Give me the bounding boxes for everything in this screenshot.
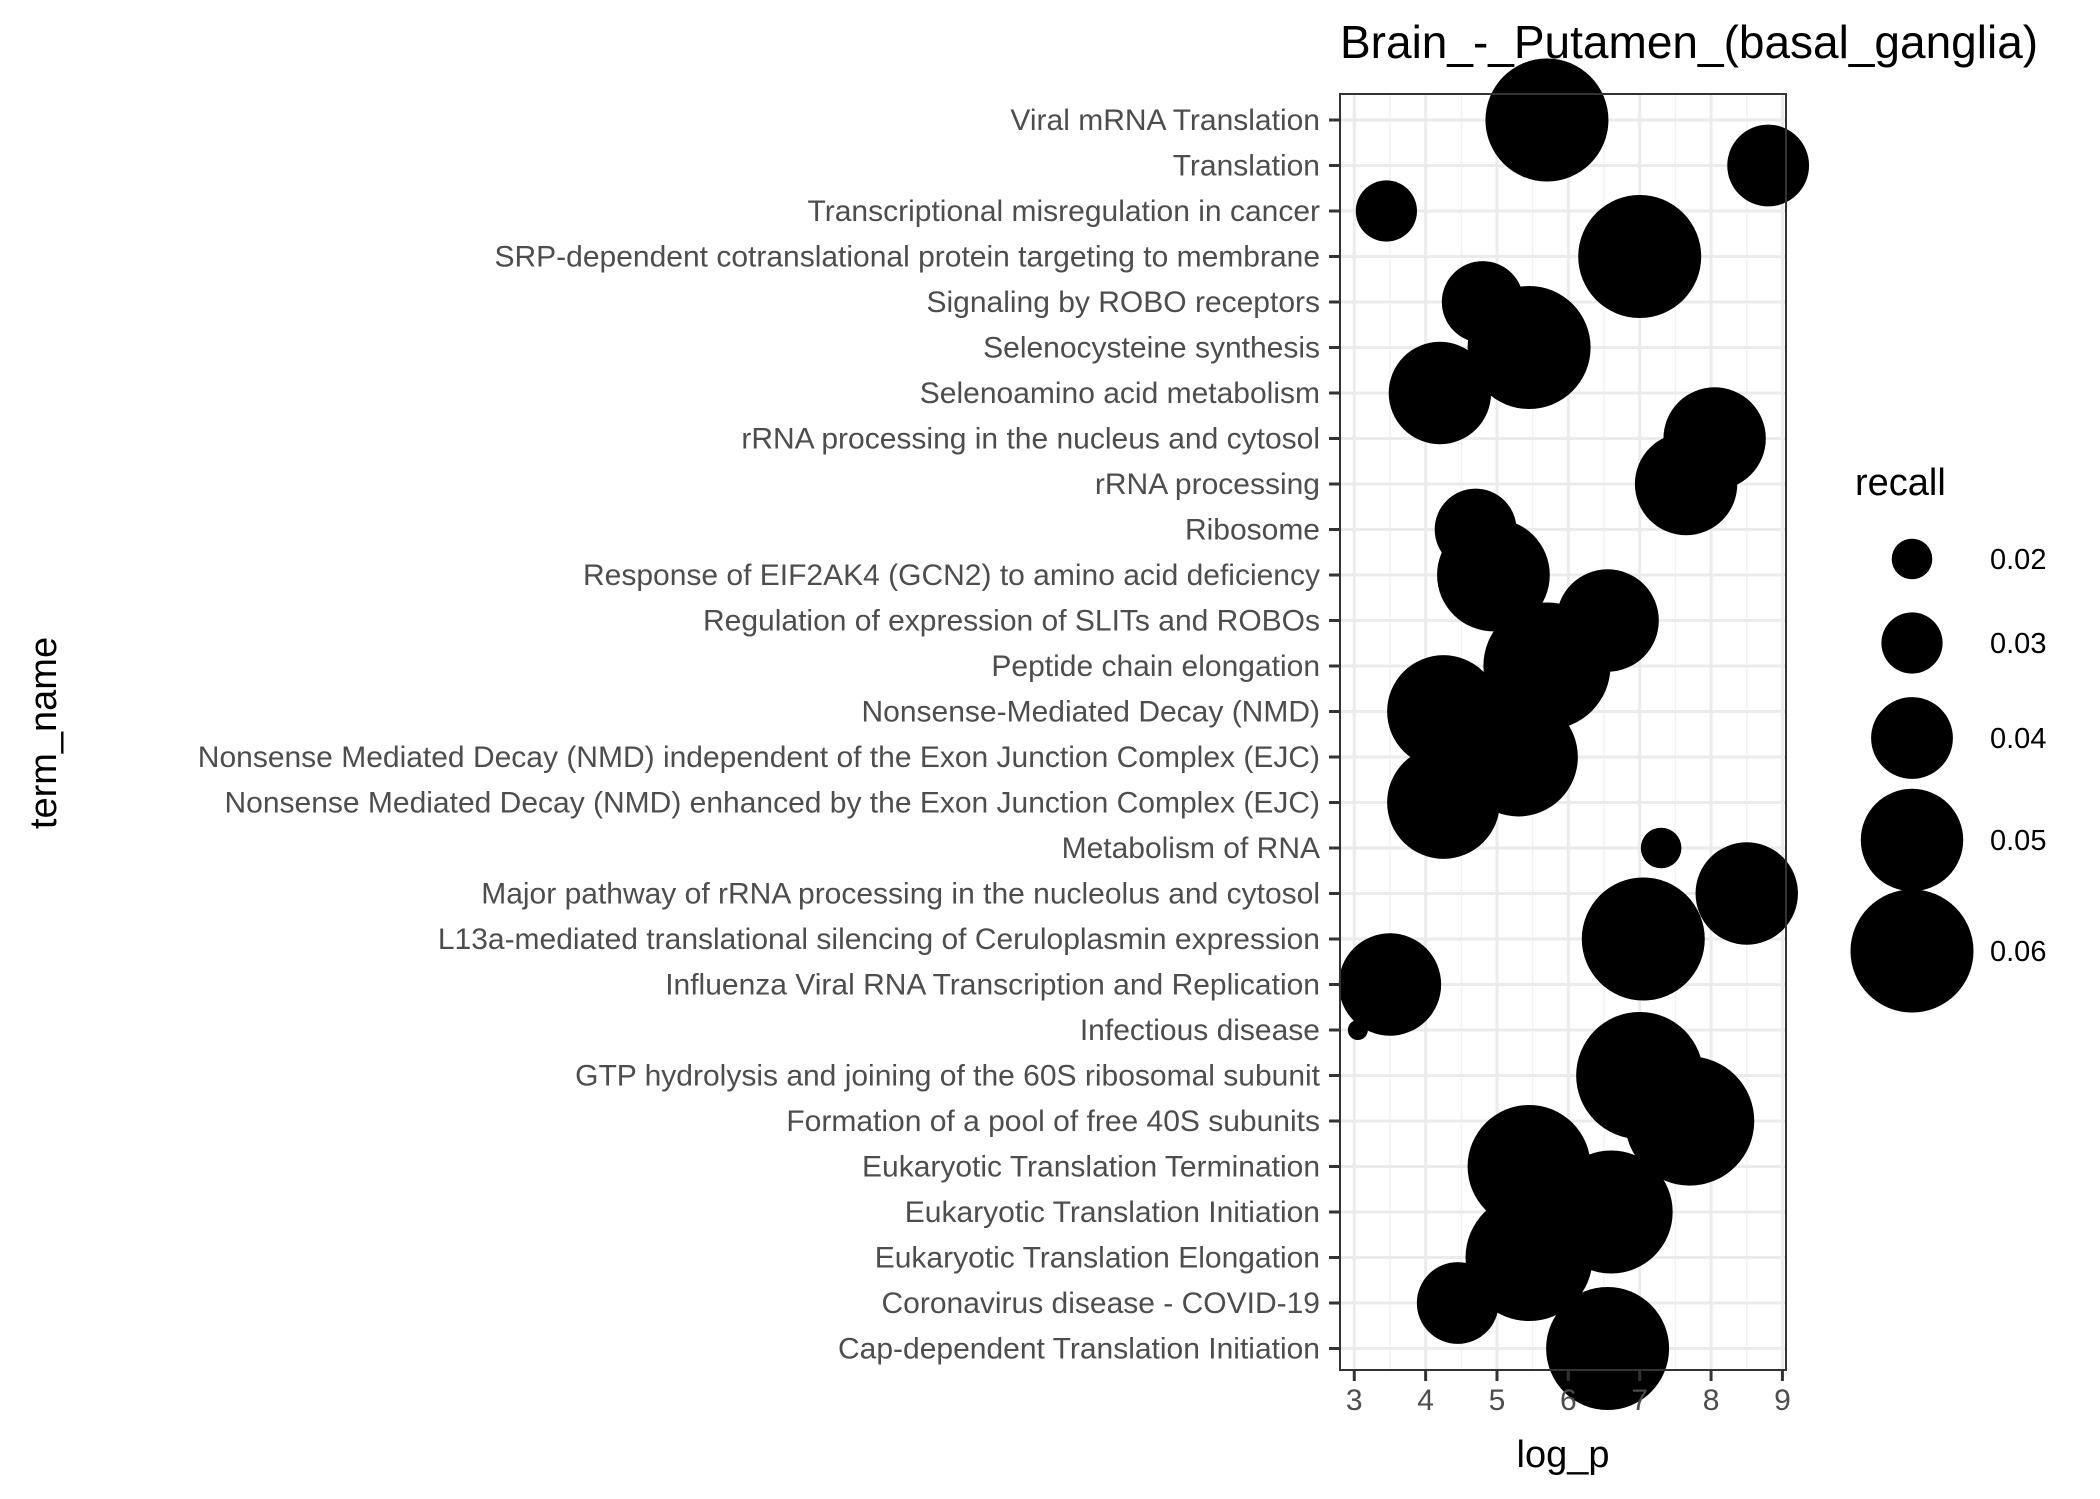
data-point bbox=[1437, 518, 1550, 632]
x-tick-label: 3 bbox=[1346, 1384, 1363, 1417]
data-point bbox=[1640, 827, 1682, 869]
y-tick-label: Selenoamino acid metabolism bbox=[920, 377, 1320, 410]
y-tick-label: Translation bbox=[1173, 150, 1320, 183]
y-tick-label: Viral mRNA Translation bbox=[1010, 104, 1320, 137]
x-axis-title: log_p bbox=[1517, 1434, 1610, 1476]
y-tick-label: Metabolism of RNA bbox=[1062, 832, 1320, 865]
legend-label: 0.03 bbox=[1990, 628, 2046, 660]
x-tick-label: 6 bbox=[1560, 1384, 1577, 1417]
data-point bbox=[1387, 746, 1500, 859]
data-point bbox=[1338, 933, 1442, 1036]
legend-key bbox=[1881, 612, 1943, 674]
y-tick-label: Coronavirus disease - COVID-19 bbox=[881, 1287, 1320, 1320]
y-tick-label: Ribosome bbox=[1185, 514, 1320, 547]
y-tick-label: Major pathway of rRNA processing in the … bbox=[481, 878, 1320, 911]
legend-title: recall bbox=[1855, 462, 1946, 504]
y-tick-label: Nonsense-Mediated Decay (NMD) bbox=[862, 696, 1321, 729]
y-tick-label: L13a-mediated translational silencing of… bbox=[438, 923, 1320, 956]
chart-title: Brain_-_Putamen_(basal_ganglia) bbox=[1340, 16, 2038, 68]
panel-border bbox=[1339, 93, 1787, 1371]
y-tick-label: Eukaryotic Translation Elongation bbox=[875, 1242, 1320, 1275]
legend-key bbox=[1850, 889, 1974, 1013]
legend-key bbox=[1871, 697, 1953, 779]
y-tick-label: Signaling by ROBO receptors bbox=[926, 286, 1320, 319]
data-point bbox=[1625, 1056, 1755, 1186]
y-axis-title: term_name bbox=[23, 637, 65, 829]
data-point bbox=[1581, 877, 1705, 1001]
x-tick-label: 7 bbox=[1631, 1384, 1648, 1417]
y-tick-label: Formation of a pool of free 40S subunits bbox=[786, 1105, 1320, 1138]
data-point bbox=[1388, 341, 1492, 445]
data-points bbox=[1338, 58, 1810, 1410]
y-tick-label: Eukaryotic Translation Termination bbox=[862, 1151, 1320, 1184]
y-axis: Viral mRNA Translation Translation Transcr… bbox=[198, 104, 1340, 1366]
data-point bbox=[1695, 842, 1798, 945]
x-tick-label: 5 bbox=[1489, 1384, 1506, 1417]
data-point bbox=[1416, 1262, 1499, 1344]
y-tick-label: Peptide chain elongation bbox=[991, 650, 1320, 683]
legend-label: 0.02 bbox=[1990, 544, 2046, 576]
y-tick-label: Infectious disease bbox=[1080, 1014, 1320, 1047]
y-tick-label: rRNA processing in the nucleus and cytos… bbox=[741, 423, 1320, 456]
y-tick-label: Nonsense Mediated Decay (NMD) independen… bbox=[198, 741, 1320, 774]
legend-key bbox=[1860, 788, 1964, 892]
y-tick-label: Response of EIF2AK4 (GCN2) to amino acid… bbox=[583, 559, 1320, 592]
x-tick-label: 4 bbox=[1417, 1384, 1434, 1417]
y-tick-label: Cap-dependent Translation Initiation bbox=[838, 1333, 1320, 1366]
data-point bbox=[1355, 180, 1417, 242]
y-tick-label: Influenza Viral RNA Transcription and Re… bbox=[665, 969, 1320, 1002]
data-point bbox=[1347, 1020, 1368, 1040]
y-tick-label: Transcriptional misregulation in cancer bbox=[808, 195, 1320, 228]
x-tick-label: 9 bbox=[1774, 1384, 1791, 1417]
y-tick-label: Regulation of expression of SLITs and RO… bbox=[703, 605, 1320, 638]
y-tick-label: SRP-dependent cotranslational protein ta… bbox=[495, 241, 1321, 274]
y-tick-label: Eukaryotic Translation Initiation bbox=[905, 1196, 1320, 1229]
data-point bbox=[1578, 195, 1702, 318]
data-point bbox=[1467, 286, 1591, 409]
x-tick-label: 8 bbox=[1703, 1384, 1720, 1417]
legend: recall 0.02 0.03 0.04 0.05 0.06 bbox=[1850, 462, 2046, 1013]
legend-label: 0.06 bbox=[1990, 936, 2046, 968]
x-axis: 3 4 5 6 7 8 9 bbox=[1346, 1370, 1791, 1417]
y-tick-label: Nonsense Mediated Decay (NMD) enhanced b… bbox=[224, 787, 1320, 820]
legend-key bbox=[1891, 538, 1933, 580]
legend-label: 0.04 bbox=[1990, 723, 2046, 755]
y-tick-label: Selenocysteine synthesis bbox=[983, 332, 1320, 365]
data-point bbox=[1634, 432, 1738, 536]
data-point bbox=[1727, 124, 1810, 207]
data-point bbox=[1485, 58, 1609, 182]
y-tick-label: rRNA processing bbox=[1095, 468, 1320, 501]
data-point bbox=[1465, 1193, 1593, 1322]
legend-label: 0.05 bbox=[1990, 825, 2046, 857]
y-tick-label: GTP hydrolysis and joining of the 60S ri… bbox=[575, 1060, 1321, 1093]
